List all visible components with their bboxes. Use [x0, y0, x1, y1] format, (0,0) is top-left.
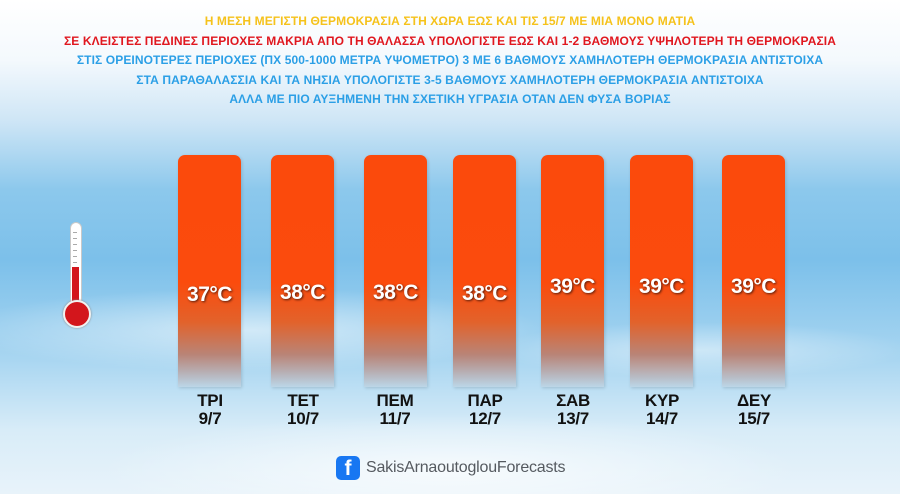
- headline-mountain-note: ΣΤΙΣ ΟΡΕΙΝΟΤΕΡΕΣ ΠΕΡΙΟΧΕΣ (ΠΧ 500-1000 Μ…: [76, 53, 824, 67]
- headline-title: Η ΜΕΣΗ ΜΕΓΙΣΤΗ ΘΕΡΜΟΚΡΑΣΙΑ ΣΤΗ ΧΩΡΑ ΕΩΣ …: [204, 14, 696, 28]
- facebook-icon: f: [336, 456, 360, 480]
- temp-value: 39°C: [550, 275, 595, 298]
- temp-bar: 39°C: [722, 155, 785, 387]
- day-label: ΔΕΥ 15/7: [737, 391, 771, 428]
- footer-page-name: SakisArnaoutoglouForecasts: [366, 459, 566, 476]
- headlines: Η ΜΕΣΗ ΜΕΓΙΣΤΗ ΘΕΡΜΟΚΡΑΣΙΑ ΣΤΗ ΧΩΡΑ ΕΩΣ …: [0, 12, 900, 110]
- temp-bar: 38°C: [364, 155, 427, 387]
- temp-value: 38°C: [373, 281, 418, 304]
- day-label: ΚΥΡ 14/7: [644, 391, 680, 428]
- day-label: ΠΑΡ 12/7: [467, 391, 503, 428]
- temp-bar: 38°C: [453, 155, 516, 387]
- temp-value: 38°C: [280, 281, 325, 304]
- footer-credit: f SakisArnaoutoglouForecasts: [336, 456, 566, 480]
- day-label: ΠΕΜ 11/7: [376, 391, 414, 428]
- temp-value: 38°C: [462, 282, 507, 305]
- thermometer-icon: [62, 222, 91, 330]
- day-label: ΤΕΤ 10/7: [287, 391, 319, 428]
- temp-bar: 38°C: [271, 155, 334, 387]
- headline-coastal-note: ΣΤΑ ΠΑΡΑΘΑΛΑΣΣΙΑ ΚΑΙ ΤΑ ΝΗΣΙΑ ΥΠΟΛΟΓΙΣΤΕ…: [136, 72, 764, 87]
- temp-value: 39°C: [731, 275, 776, 298]
- headline-lowland-note: ΣΕ ΚΛΕΙΣΤΕΣ ΠΕΔΙΝΕΣ ΠΕΡΙΟΧΕΣ ΜΑΚΡΙΑ ΑΠΟ …: [63, 33, 836, 48]
- temp-bar: 39°C: [541, 155, 604, 387]
- temp-value: 39°C: [639, 275, 684, 298]
- day-label: ΤΡΙ 9/7: [197, 391, 223, 428]
- temp-bar: 39°C: [630, 155, 693, 387]
- day-label: ΣΑΒ 13/7: [556, 391, 590, 428]
- temp-value: 37°C: [187, 283, 232, 306]
- temp-bar: 37°C: [178, 155, 241, 387]
- headline-humidity-note: ΑΛΛΑ ΜΕ ΠΙΟ ΑΥΞΗΜΕΝΗ ΤΗΝ ΣΧΕΤΙΚΗ ΥΓΡΑΣΙΑ…: [229, 92, 671, 106]
